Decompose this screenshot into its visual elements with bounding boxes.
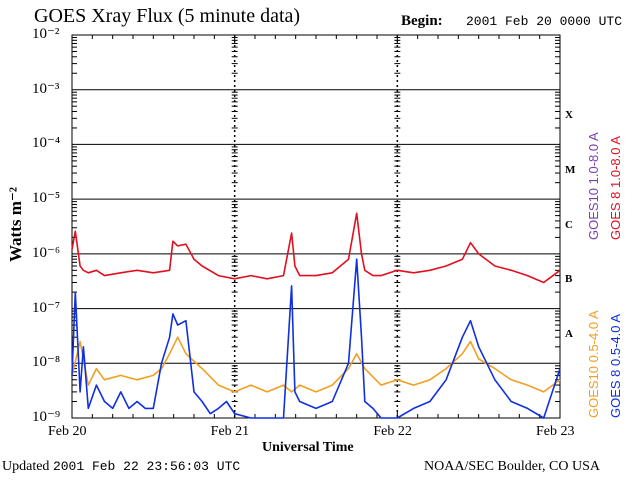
footer-updated: Updated 2001 Feb 22 23:56:03 UTC: [2, 459, 240, 475]
y-tick-label: 10⁻⁸: [32, 354, 61, 371]
series-line: [71, 336, 561, 393]
y-tick-label: 10⁻⁹: [32, 409, 61, 425]
updated-label: Updated: [2, 459, 50, 474]
updated-value: 2001 Feb 22 23:56:03 UTC: [52, 459, 241, 474]
flare-class-label: M: [565, 163, 576, 176]
y-tick-label: 10⁻⁶: [32, 244, 61, 261]
y-tick-label: 10⁻⁴: [32, 135, 61, 152]
flare-class-label: A: [565, 327, 573, 340]
y-tick-label: 10⁻⁷: [32, 299, 61, 316]
y-tick-label: 10⁻⁵: [32, 190, 61, 207]
x-tick-label: Feb 21: [210, 424, 250, 439]
x-tick-label: Feb 23: [536, 424, 575, 439]
begin-value: 2001 Feb 20 0000 UTC: [466, 14, 623, 29]
x-axis-title: Universal Time: [262, 440, 354, 455]
begin-label: Begin:: [401, 13, 443, 29]
y-tick-label: 10⁻³: [32, 80, 60, 97]
x-tick-label: Feb 22: [373, 424, 412, 439]
series-line: [71, 258, 561, 419]
x-tick-label: Feb 20: [48, 424, 87, 439]
plot-frame: [71, 34, 561, 419]
y-tick-label: 10⁻²: [32, 26, 60, 42]
flare-class-label: C: [565, 218, 573, 231]
footer-source: NOAA/SEC Boulder, CO USA: [424, 459, 601, 474]
series-line: [71, 212, 561, 284]
flare-class-label: B: [565, 273, 573, 286]
flare-class-label: X: [565, 109, 573, 122]
chart-title: GOES Xray Flux (5 minute data): [34, 5, 301, 27]
